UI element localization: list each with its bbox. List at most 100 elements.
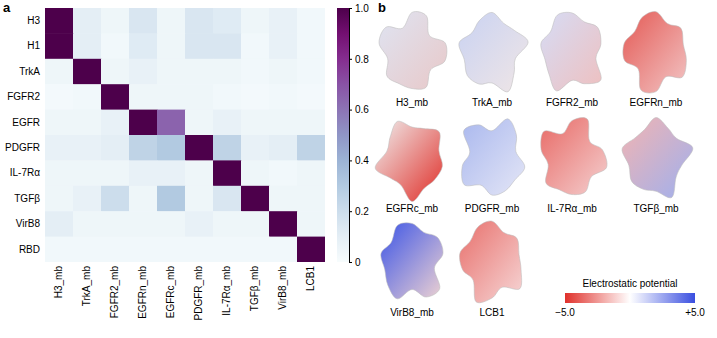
cell	[185, 33, 214, 59]
cell	[45, 8, 74, 34]
cell	[269, 8, 298, 34]
panel-label: b	[378, 0, 386, 15]
cell	[269, 186, 298, 212]
surface-label: FGFR2_mb	[546, 97, 599, 108]
cell	[241, 110, 270, 136]
cell	[213, 8, 242, 34]
cell	[45, 160, 74, 186]
protein-surface	[462, 119, 525, 195]
cell	[157, 237, 186, 262]
protein-surface	[541, 118, 607, 195]
cell	[269, 160, 298, 186]
tick: RBD	[19, 244, 45, 255]
protein-surface	[379, 12, 447, 90]
tick: VirB8_mb	[277, 262, 288, 310]
tick-label: TrkA_mb	[81, 266, 92, 307]
tick-label: −5.0	[555, 307, 575, 318]
tick-label: IL-7Rα_mb	[221, 266, 232, 316]
cell	[213, 211, 242, 237]
protein-surface	[375, 121, 442, 201]
y-axis: H3H1TrkAFGFR2EGFRPDGFRIL-7RαTGFβVirB8RBD	[5, 15, 45, 255]
cell	[45, 84, 74, 110]
cell	[129, 237, 158, 262]
surface-label: H3_mb	[396, 97, 429, 108]
cell	[241, 211, 270, 237]
cell	[297, 135, 325, 161]
protein-surface	[381, 223, 443, 299]
cell	[213, 135, 242, 161]
tick: 0.8	[349, 54, 369, 65]
colorbar	[337, 8, 349, 262]
tick-label: 0.8	[355, 54, 369, 65]
protein-surface	[460, 221, 522, 303]
cell	[129, 8, 158, 34]
tick: TGFβ	[14, 193, 45, 204]
cell	[213, 110, 242, 136]
cell	[241, 186, 270, 212]
colorbar	[565, 293, 695, 303]
surface-label: VirB8_mb	[390, 307, 434, 318]
cell	[241, 84, 270, 110]
tick-label: RBD	[19, 244, 40, 255]
cell	[297, 110, 325, 136]
cell	[73, 33, 102, 59]
tick-label: 1.0	[355, 3, 369, 14]
cell	[157, 59, 186, 85]
tick-label: +5.0	[685, 307, 705, 318]
cell	[241, 8, 270, 34]
cell	[45, 33, 74, 59]
surface-label: LCB1	[479, 307, 504, 318]
cell	[185, 135, 214, 161]
cell	[157, 135, 186, 161]
tick-label: TGFβ_mb	[249, 266, 260, 312]
cell	[101, 33, 130, 59]
tick-label: 0	[355, 257, 361, 268]
cell	[297, 186, 325, 212]
surface-label: EGFRc_mb	[386, 203, 439, 214]
tick: 0.6	[349, 104, 369, 115]
cell	[129, 186, 158, 212]
cell	[213, 186, 242, 212]
cell	[157, 211, 186, 237]
cell	[269, 33, 298, 59]
cell	[269, 84, 298, 110]
tick-label: H3	[27, 15, 40, 26]
tick-label: EGFRc_mb	[165, 266, 176, 319]
tick: TrkA_mb	[81, 262, 92, 306]
cell	[297, 33, 325, 59]
cell	[157, 33, 186, 59]
cell	[241, 237, 270, 262]
cell	[101, 186, 130, 212]
tick-label: H1	[27, 40, 40, 51]
cell	[241, 135, 270, 161]
colorbar-title: Electrostatic potential	[582, 278, 677, 289]
cell	[157, 160, 186, 186]
surface-label: TGFβ_mb	[633, 203, 679, 214]
cell	[185, 110, 214, 136]
cell	[269, 59, 298, 85]
tick-label: 0.2	[355, 206, 369, 217]
cell	[185, 237, 214, 262]
tick: PDGFR_mb	[193, 262, 204, 320]
cell	[185, 84, 214, 110]
cell	[129, 211, 158, 237]
tick-mark	[349, 262, 352, 263]
cell	[185, 8, 214, 34]
tick-mark	[349, 211, 352, 212]
tick: 0	[349, 257, 361, 268]
cell	[297, 160, 325, 186]
protein-surface	[622, 118, 693, 198]
cell	[101, 84, 130, 110]
tick-label: TGFβ	[14, 193, 40, 204]
panel-label: a	[3, 0, 11, 15]
tick-label: 0.6	[355, 104, 369, 115]
cell	[73, 59, 102, 85]
tick-label: PDGFR_mb	[193, 266, 204, 321]
x-axis: H3_mbTrkA_mbFGFR2_mbEGFRn_mbEGFRc_mbPDGF…	[53, 262, 316, 320]
cell	[73, 8, 102, 34]
cell	[297, 237, 325, 262]
tick-label: EGFR	[12, 117, 40, 128]
cell	[45, 237, 74, 262]
tick: VirB8	[16, 218, 45, 229]
tick: FGFR2_mb	[109, 262, 120, 318]
